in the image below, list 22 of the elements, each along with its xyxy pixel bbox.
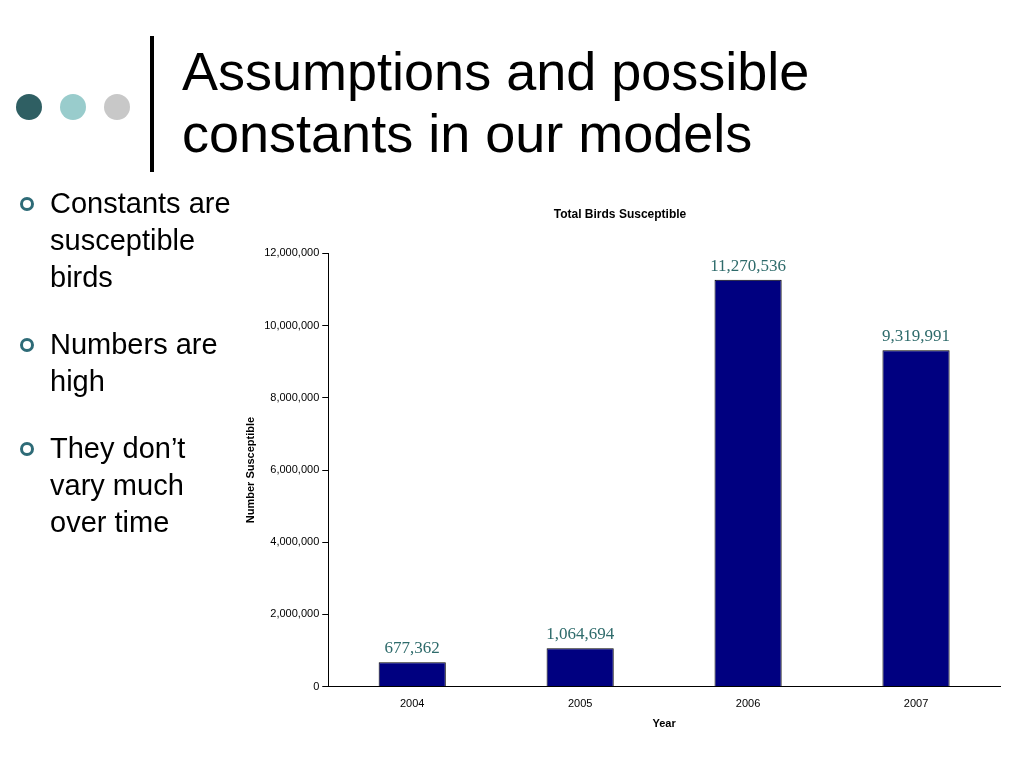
y-tick-label: 8,000,000 [270, 390, 320, 403]
chart-subtitle: Total Birds Susceptible [553, 206, 687, 221]
y-tick-label: 0 [313, 679, 320, 692]
x-tick-label: 2004 [399, 697, 425, 710]
y-tick-label: 12,000,000 [264, 246, 320, 259]
y-tick-label: 6,000,000 [270, 463, 320, 476]
data-label: 11,270,536 [710, 255, 787, 275]
y-tick-label: 2,000,000 [270, 607, 320, 620]
text: Constants are susceptible birds [49, 186, 232, 295]
data-label: 1,064,694 [546, 624, 615, 644]
x-tick-label: 2006 [735, 697, 761, 710]
y-tick-label: 10,000,000 [264, 318, 320, 331]
text: Numbers are high [49, 327, 219, 399]
chart-title: Assumptions and possible constants in our models [182, 40, 811, 164]
y-tick-label: 4,000,000 [270, 535, 320, 548]
data-label: 677,362 [384, 638, 440, 658]
x-tick-label: 2005 [567, 697, 593, 710]
x-tick-label: 2007 [903, 697, 929, 710]
text: They don’t vary much over time [49, 431, 187, 540]
data-label: 9,319,991 [882, 326, 951, 346]
x-axis-title: Year [652, 717, 677, 730]
y-axis-title: Number Susceptible [243, 416, 256, 524]
